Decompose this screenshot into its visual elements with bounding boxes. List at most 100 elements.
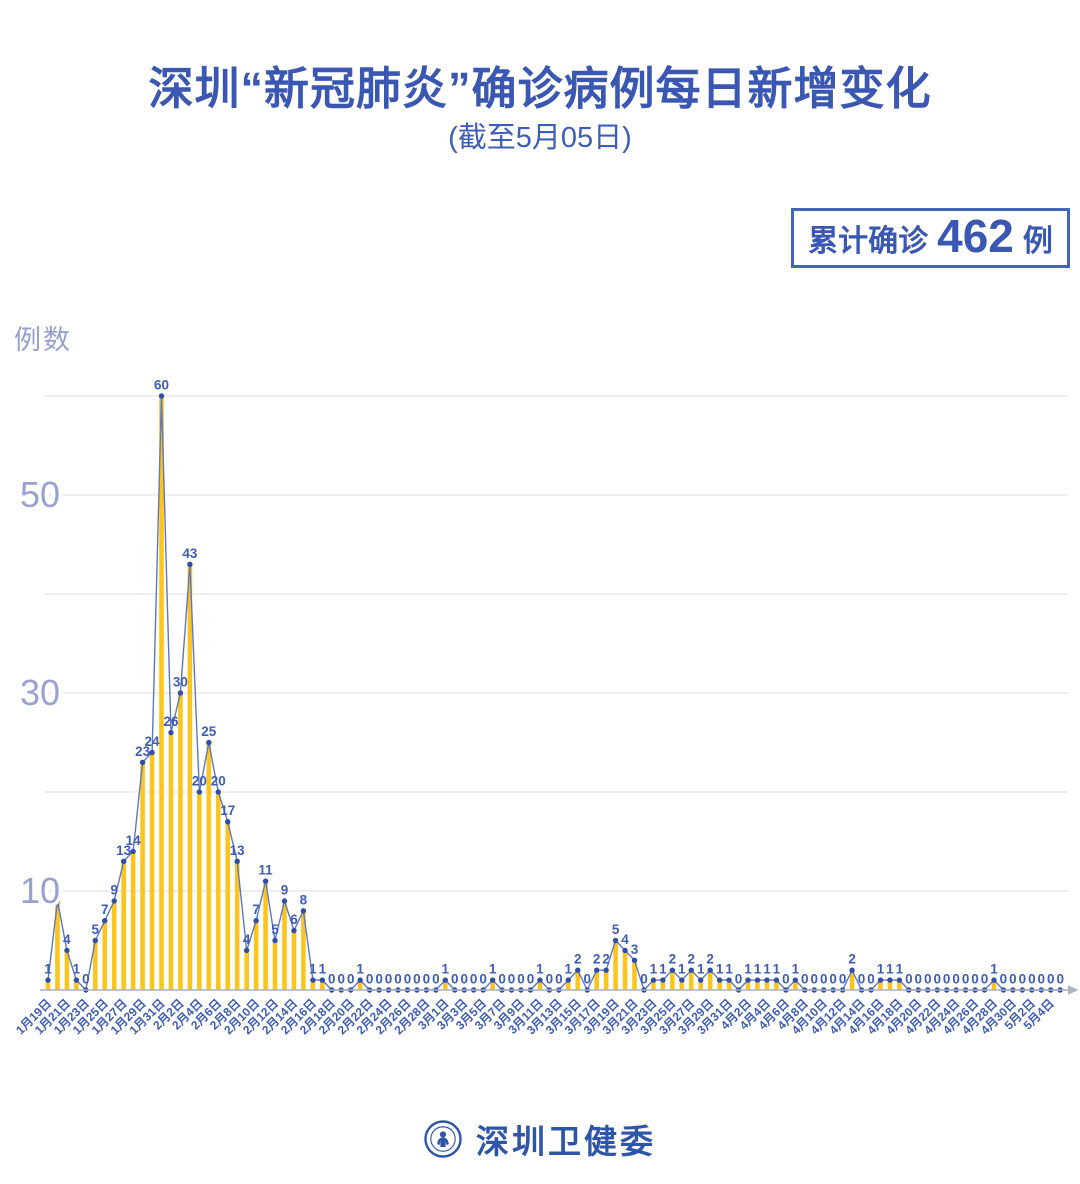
- bar: [764, 980, 770, 990]
- bar: [263, 881, 268, 990]
- bar: [688, 970, 694, 990]
- value-label: 1: [319, 962, 327, 977]
- value-label: 1: [792, 962, 800, 977]
- cumulative-total-badge: 累计确诊 462 例: [791, 208, 1070, 268]
- value-label: 4: [63, 932, 71, 947]
- data-point-marker: [679, 977, 685, 983]
- bar: [707, 970, 713, 990]
- data-point-marker: [726, 977, 732, 983]
- bar: [717, 980, 722, 990]
- data-point-marker: [300, 908, 307, 914]
- value-label: 0: [933, 972, 941, 987]
- value-label: 2: [848, 952, 856, 967]
- value-label: 0: [981, 972, 989, 987]
- bar: [206, 742, 212, 990]
- value-label: 7: [101, 902, 109, 917]
- value-label: 2: [602, 952, 610, 967]
- value-label: 0: [1009, 972, 1017, 987]
- value-label: 25: [201, 724, 217, 739]
- value-label: 0: [820, 972, 828, 987]
- value-label: 0: [508, 972, 516, 987]
- value-label: 30: [173, 675, 188, 690]
- data-point-marker: [688, 967, 694, 973]
- data-point-marker: [319, 977, 326, 983]
- data-point-marker: [877, 977, 884, 983]
- value-label: 23: [135, 744, 151, 759]
- bar: [234, 861, 240, 990]
- data-point-marker: [565, 977, 571, 983]
- value-label: 0: [432, 972, 440, 987]
- data-point-marker: [896, 977, 903, 983]
- value-label: 7: [252, 902, 260, 917]
- data-point-marker: [206, 739, 212, 746]
- data-point-marker: [991, 977, 997, 983]
- value-label: 0: [1056, 972, 1064, 987]
- data-point-marker: [272, 937, 278, 944]
- bar: [197, 792, 202, 990]
- bar: [55, 900, 60, 990]
- data-point-marker: [45, 977, 51, 983]
- badge-prefix: 累计确诊: [808, 225, 929, 258]
- x-axis-arrow-icon: [1068, 985, 1079, 995]
- bar: [111, 900, 117, 990]
- data-point-marker: [754, 977, 761, 983]
- value-label: 1: [716, 962, 724, 977]
- value-label: 2: [574, 952, 582, 967]
- value-label: 0: [347, 972, 355, 987]
- value-label: 1: [442, 962, 450, 977]
- bar: [490, 980, 495, 990]
- value-label: 1: [886, 962, 894, 977]
- bar: [613, 940, 618, 990]
- data-point-marker: [158, 393, 165, 399]
- data-point-marker: [669, 967, 676, 973]
- value-label: 0: [479, 972, 487, 987]
- value-label: 0: [555, 972, 563, 987]
- value-label: 17: [220, 803, 235, 818]
- data-point-marker: [168, 729, 174, 736]
- value-label: 0: [1000, 972, 1008, 987]
- data-point-marker: [650, 977, 657, 983]
- bar: [755, 980, 760, 990]
- data-point-marker: [177, 690, 184, 696]
- data-point-marker: [764, 977, 770, 983]
- bar: [253, 920, 259, 990]
- data-point-marker: [215, 789, 221, 795]
- page-subtitle: (截至5月05日): [448, 122, 632, 154]
- bar: [244, 950, 249, 990]
- value-label: 1: [697, 962, 705, 977]
- value-label: 0: [915, 972, 923, 987]
- bar: [537, 980, 543, 990]
- value-label: 0: [470, 972, 478, 987]
- value-label: 4: [243, 932, 251, 947]
- value-label: 5: [92, 922, 100, 937]
- value-label: 0: [375, 972, 383, 987]
- brand-name: 深圳卫健委: [476, 1123, 656, 1160]
- value-label: 0: [867, 972, 875, 987]
- value-label: 5: [271, 922, 279, 937]
- data-point-marker: [773, 977, 780, 983]
- value-label: 0: [82, 972, 90, 987]
- value-label: 0: [328, 972, 336, 987]
- bar: [357, 980, 363, 990]
- page-title: 深圳“新冠肺炎”确诊病例每日新增变化: [148, 63, 932, 114]
- data-point-marker: [489, 977, 496, 983]
- value-label: 1: [44, 962, 52, 977]
- data-point-marker: [310, 977, 316, 983]
- value-label: 13: [230, 843, 246, 858]
- value-label: 9: [281, 882, 289, 897]
- bar: [159, 396, 164, 990]
- bar: [187, 564, 193, 990]
- bar: [225, 821, 231, 990]
- value-label: 3: [631, 942, 639, 957]
- value-label: 20: [192, 774, 207, 789]
- value-label: 0: [952, 972, 960, 987]
- bar: [215, 792, 221, 990]
- value-label: 1: [309, 962, 317, 977]
- bar: [102, 920, 108, 990]
- value-label: 0: [385, 972, 393, 987]
- value-label: 0: [801, 972, 809, 987]
- bar: [632, 960, 637, 990]
- bar: [698, 980, 704, 990]
- bar: [651, 980, 656, 990]
- bar: [849, 970, 855, 990]
